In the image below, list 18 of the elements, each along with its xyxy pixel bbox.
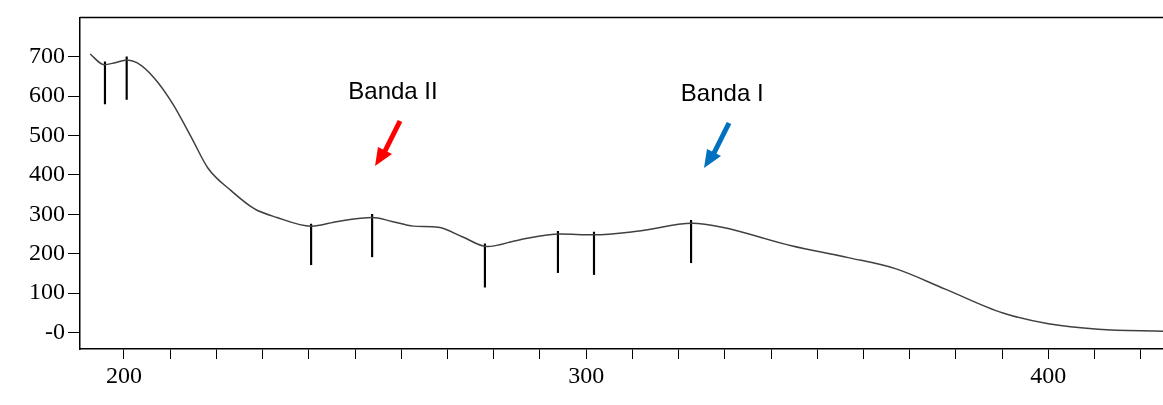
y-tick-label: 400 — [29, 160, 65, 187]
y-tick-label: 700 — [29, 42, 65, 69]
annotation: Banda II — [348, 76, 438, 104]
bar — [689, 219, 693, 264]
y-tick-label: -0 — [45, 317, 65, 344]
y-tick-label: 500 — [29, 120, 65, 147]
x-tick-label: 300 — [568, 361, 605, 388]
x-tick-label: 200 — [105, 361, 142, 388]
y-tick-label: 600 — [29, 81, 65, 108]
y-tick-label: 200 — [29, 238, 65, 265]
bar — [483, 243, 486, 288]
x-tick-label: 400 — [1030, 361, 1067, 388]
y-tick-label: 100 — [29, 278, 65, 305]
annotation: Banda I — [680, 78, 764, 106]
bar — [125, 56, 128, 100]
y-tick-label: 300 — [29, 199, 65, 226]
bar — [371, 213, 374, 258]
line-series — [89, 53, 1163, 333]
